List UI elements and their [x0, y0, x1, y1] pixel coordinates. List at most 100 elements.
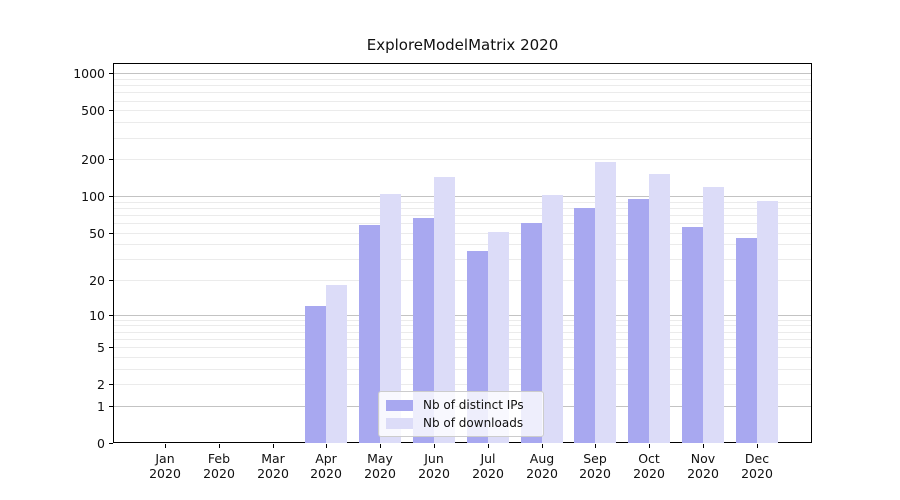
x-tick-year: 2020 — [203, 466, 235, 481]
bar-downloads-jul — [488, 232, 509, 443]
minor-gridline — [114, 369, 811, 370]
x-tick-year: 2020 — [472, 466, 504, 481]
x-tick-label: Sep 2020 — [568, 451, 622, 481]
minor-gridline — [114, 244, 811, 245]
bar-downloads-aug — [542, 195, 563, 443]
bar-distinct-ips-apr — [305, 306, 326, 443]
bar-distinct-ips-oct — [628, 199, 649, 443]
y-tick-mark — [109, 110, 113, 111]
x-tick-month: Apr — [315, 451, 337, 466]
minor-gridline — [114, 320, 811, 321]
x-tick-year: 2020 — [579, 466, 611, 481]
plot-area — [113, 63, 812, 443]
x-tick-label: Jan 2020 — [138, 451, 192, 481]
minor-gridline — [114, 138, 811, 139]
bar-distinct-ips-jun — [413, 218, 434, 443]
minor-gridline — [114, 384, 811, 385]
x-tick-mark — [434, 444, 435, 448]
x-tick-label: Mar 2020 — [246, 451, 300, 481]
bar-distinct-ips-nov — [682, 227, 703, 443]
y-tick-label: 10 — [89, 308, 105, 323]
y-tick-label: 20 — [89, 273, 105, 288]
x-tick-label: Apr 2020 — [299, 451, 353, 481]
y-tick-mark — [109, 73, 113, 74]
y-tick-label: 100 — [81, 189, 105, 204]
major-gridline — [114, 196, 811, 197]
x-tick-month: Jun — [424, 451, 444, 466]
minor-gridline — [114, 332, 811, 333]
bar-distinct-ips-sep — [574, 208, 595, 443]
bar-downloads-jun — [434, 177, 455, 443]
minor-gridline — [114, 223, 811, 224]
x-tick-mark — [165, 444, 166, 448]
x-tick-month: Feb — [207, 451, 231, 466]
x-tick-month: Oct — [638, 451, 660, 466]
minor-gridline — [114, 92, 811, 93]
legend-label: Nb of distinct IPs — [423, 398, 524, 412]
x-tick-label: Oct 2020 — [622, 451, 676, 481]
minor-gridline — [114, 202, 811, 203]
x-tick-label: Jul 2020 — [461, 451, 515, 481]
major-gridline — [114, 73, 811, 74]
x-tick-mark — [488, 444, 489, 448]
major-gridline — [114, 315, 811, 316]
bar-distinct-ips-dec — [736, 238, 757, 443]
x-tick-month: Jul — [480, 451, 496, 466]
y-tick-label: 50 — [89, 226, 105, 241]
y-tick-mark — [109, 233, 113, 234]
x-tick-mark — [649, 444, 650, 448]
x-tick-year: 2020 — [741, 466, 773, 481]
y-tick-mark — [109, 315, 113, 316]
legend-row: Nb of distinct IPs — [386, 398, 537, 413]
y-tick-label: 0 — [97, 436, 105, 451]
y-tick-label: 2 — [97, 377, 105, 392]
x-tick-year: 2020 — [364, 466, 396, 481]
x-tick-year: 2020 — [149, 466, 181, 481]
y-tick-mark — [109, 196, 113, 197]
x-tick-year: 2020 — [526, 466, 558, 481]
x-tick-month: Nov — [690, 451, 716, 466]
minor-gridline — [114, 339, 811, 340]
legend-swatch-downloads — [386, 418, 413, 429]
minor-gridline — [114, 280, 811, 281]
x-tick-label: May 2020 — [353, 451, 407, 481]
x-tick-year: 2020 — [418, 466, 450, 481]
y-tick-label: 1 — [97, 399, 105, 414]
bar-distinct-ips-may — [359, 225, 380, 443]
chart-title: ExploreModelMatrix 2020 — [366, 36, 559, 54]
x-tick-year: 2020 — [687, 466, 719, 481]
minor-gridline — [114, 208, 811, 209]
minor-gridline — [114, 347, 811, 348]
minor-gridline — [114, 233, 811, 234]
x-tick-mark — [273, 444, 274, 448]
minor-gridline — [114, 215, 811, 216]
minor-gridline — [114, 357, 811, 358]
y-tick-mark — [109, 159, 113, 160]
minor-gridline — [114, 122, 811, 123]
minor-gridline — [114, 110, 811, 111]
y-tick-label: 200 — [81, 152, 105, 167]
x-tick-month: Aug — [529, 451, 555, 466]
x-tick-mark — [326, 444, 327, 448]
legend: Nb of distinct IPs Nb of downloads — [378, 391, 544, 437]
minor-gridline — [114, 101, 811, 102]
x-tick-month: Sep — [583, 451, 607, 466]
bar-downloads-may — [380, 194, 401, 443]
minor-gridline — [114, 259, 811, 260]
bar-downloads-oct — [649, 174, 670, 443]
y-tick-mark — [109, 347, 113, 348]
x-tick-mark — [219, 444, 220, 448]
minor-gridline — [114, 85, 811, 86]
y-tick-label: 5 — [97, 340, 105, 355]
legend-label: Nb of downloads — [423, 416, 524, 430]
x-tick-mark — [595, 444, 596, 448]
minor-gridline — [114, 159, 811, 160]
legend-swatch-distinct-ips — [386, 400, 413, 411]
bar-downloads-sep — [595, 162, 616, 443]
x-tick-label: Jun 2020 — [407, 451, 461, 481]
y-tick-mark — [109, 406, 113, 407]
x-tick-month: Dec — [744, 451, 770, 466]
x-tick-month: Mar — [261, 451, 285, 466]
x-tick-mark — [757, 444, 758, 448]
